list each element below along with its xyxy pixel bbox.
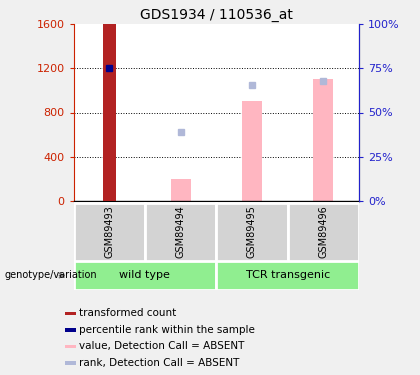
Title: GDS1934 / 110536_at: GDS1934 / 110536_at — [140, 8, 293, 22]
Bar — [145, 202, 216, 261]
Text: TCR transgenic: TCR transgenic — [246, 270, 330, 280]
Bar — [65, 312, 76, 315]
Bar — [65, 328, 76, 332]
Text: GSM89494: GSM89494 — [176, 205, 186, 258]
Text: value, Detection Call = ABSENT: value, Detection Call = ABSENT — [79, 342, 244, 351]
Text: wild type: wild type — [119, 270, 171, 280]
Text: genotype/variation: genotype/variation — [4, 270, 97, 280]
Text: transformed count: transformed count — [79, 309, 176, 318]
Bar — [313, 80, 333, 201]
Text: GSM89495: GSM89495 — [247, 205, 257, 258]
Bar — [65, 345, 76, 348]
Bar — [171, 178, 191, 201]
Bar — [216, 261, 359, 290]
Text: percentile rank within the sample: percentile rank within the sample — [79, 325, 255, 335]
Text: GSM89496: GSM89496 — [318, 205, 328, 258]
Bar — [288, 202, 359, 261]
Bar — [242, 102, 262, 201]
FancyArrowPatch shape — [59, 273, 64, 278]
Bar — [74, 202, 145, 261]
Bar — [103, 24, 116, 201]
Bar — [216, 202, 288, 261]
Text: rank, Detection Call = ABSENT: rank, Detection Call = ABSENT — [79, 358, 239, 368]
Bar — [74, 261, 216, 290]
Text: GSM89493: GSM89493 — [104, 205, 114, 258]
Bar — [65, 361, 76, 365]
